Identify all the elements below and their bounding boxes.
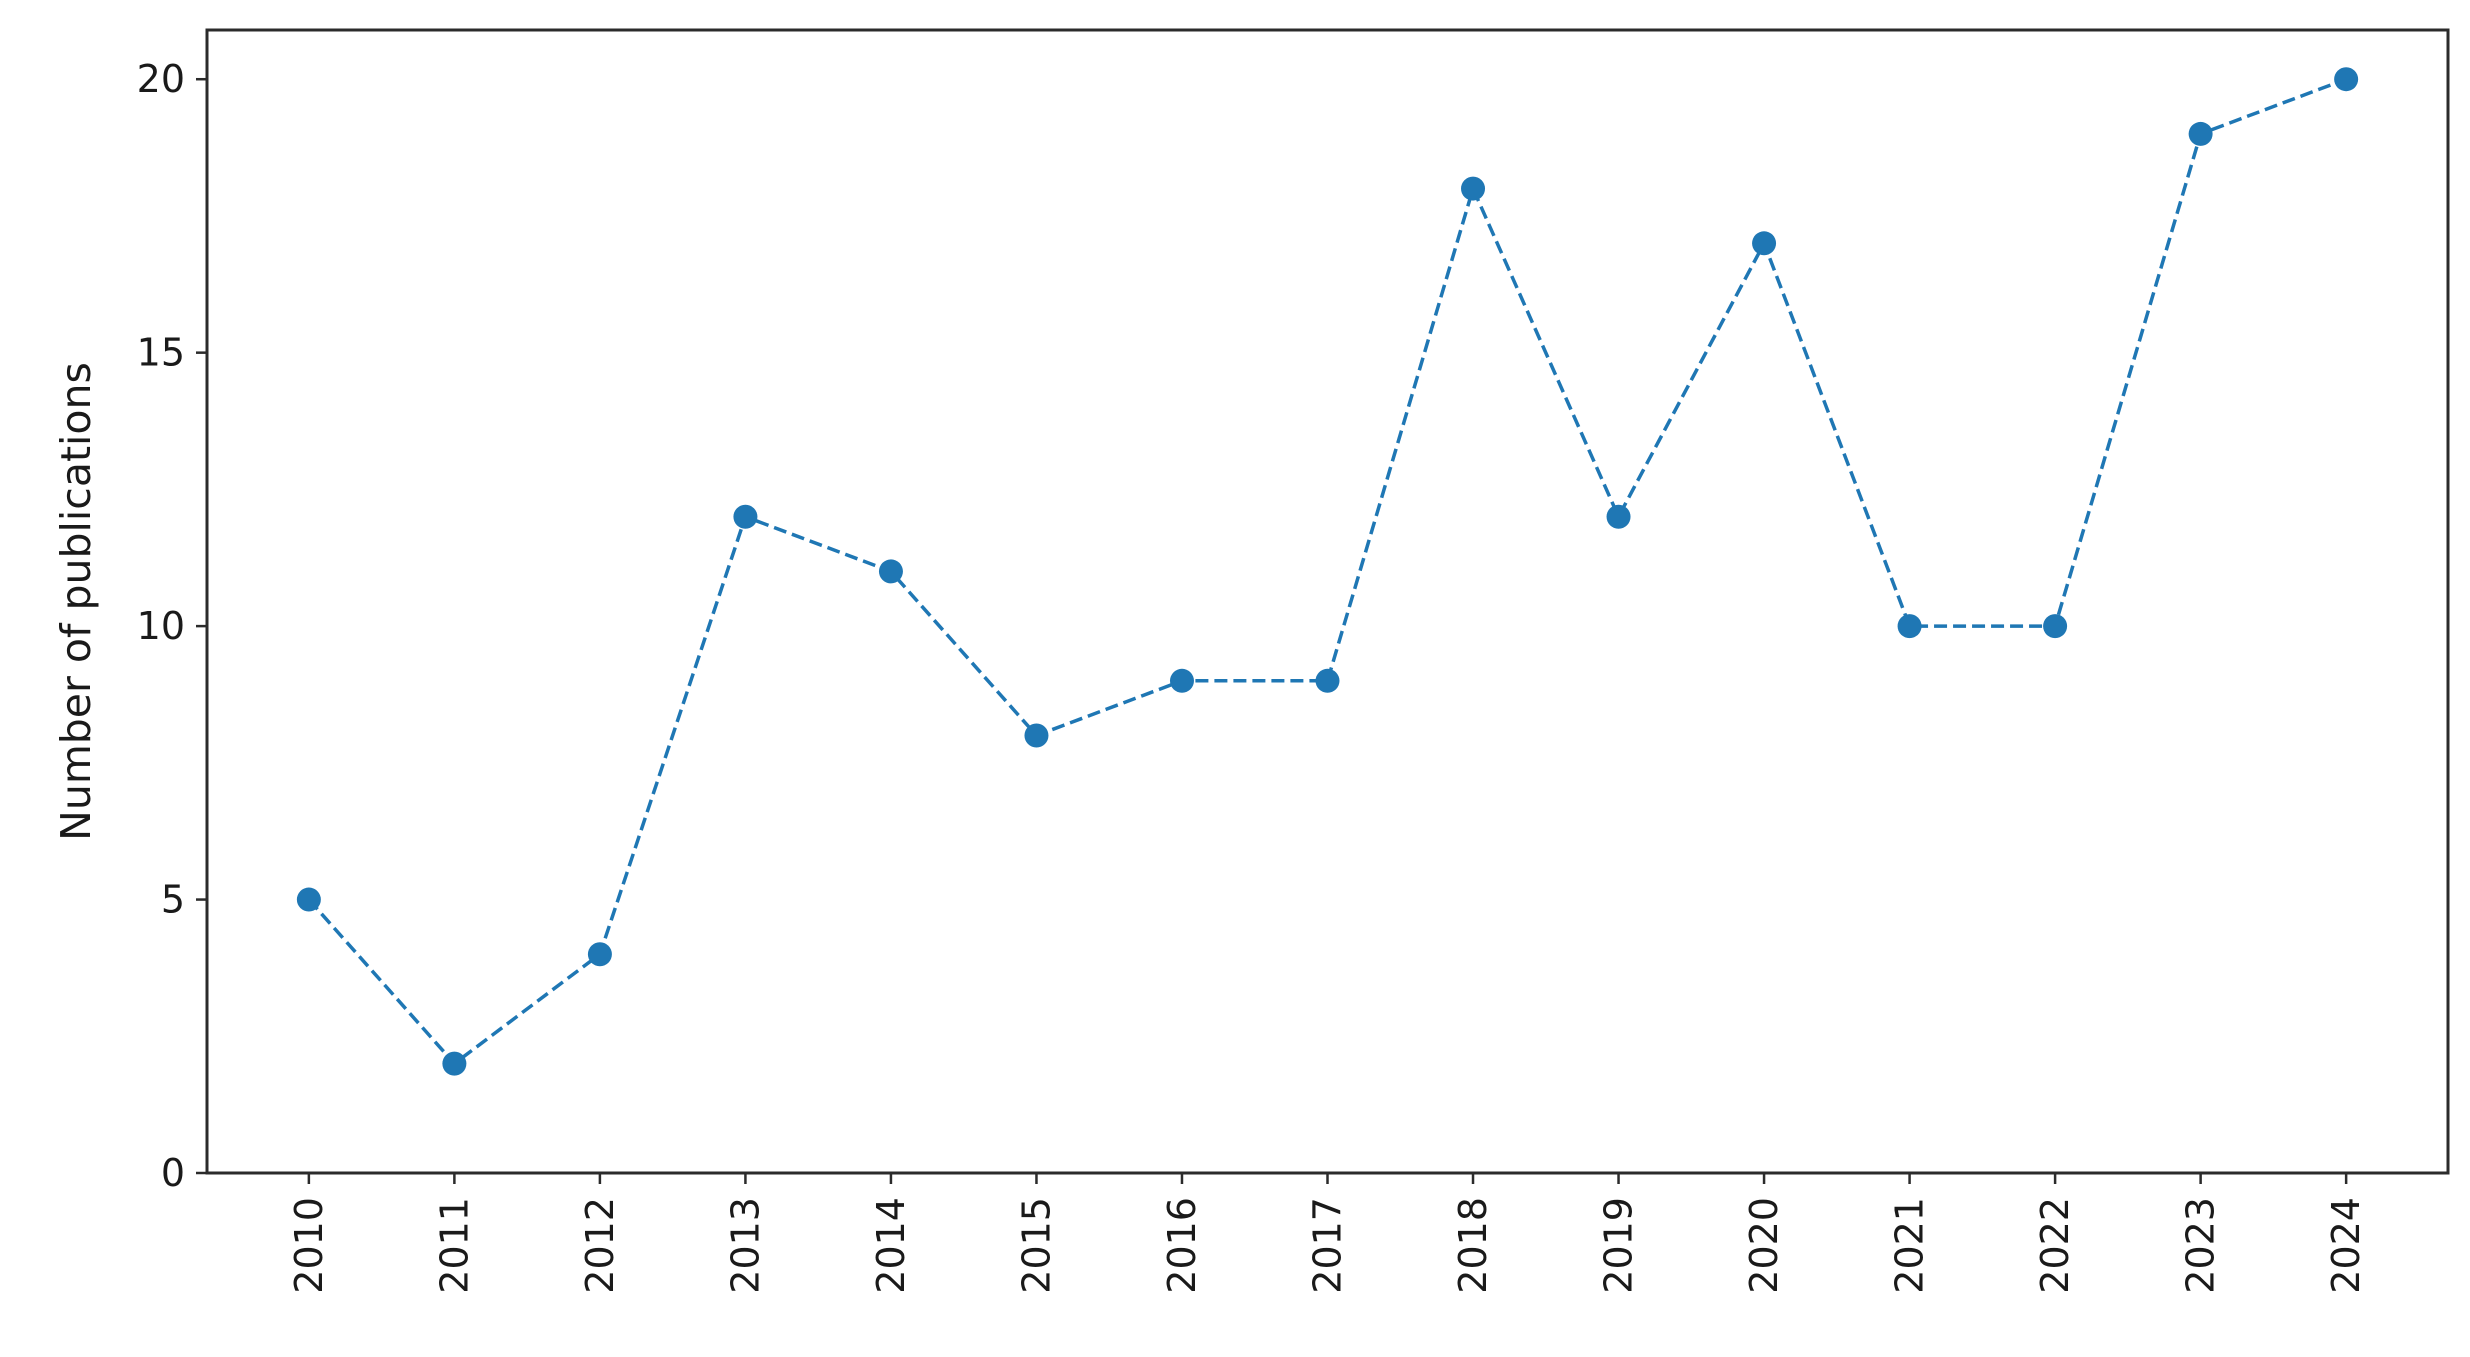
data-point-2014 (878, 559, 903, 584)
y-tick-label: 0 (161, 1151, 185, 1195)
data-point-2015 (1024, 723, 1049, 748)
plot-frame (205, 28, 2450, 1175)
x-tick-label: 2017 (1306, 1197, 1350, 1294)
x-tick-label: 2018 (1451, 1197, 1495, 1294)
data-point-2024 (2334, 67, 2359, 92)
data-point-2012 (587, 942, 612, 967)
y-axis: 0 5 10 15 20 (137, 57, 207, 1195)
data-point-2010 (296, 887, 321, 912)
data-point-2023 (2188, 121, 2213, 146)
y-tick-label: 5 (161, 878, 185, 922)
data-point-2017 (1315, 668, 1340, 693)
x-tick-label: 2020 (1742, 1197, 1786, 1294)
x-tick-label: 2015 (1014, 1197, 1058, 1294)
y-tick-label: 15 (137, 331, 185, 375)
x-tick-label: 2016 (1160, 1197, 1204, 1294)
x-tick-label: 2013 (723, 1197, 767, 1294)
x-tick-label: 2022 (2033, 1197, 2077, 1294)
x-tick-label: 2023 (2179, 1197, 2223, 1294)
x-axis: 2010 2011 2012 2013 2014 2015 2016 2017 2018 2019… (287, 1173, 2368, 1294)
series-line (307, 77, 2347, 1066)
x-tick-label: 2012 (578, 1197, 622, 1294)
x-tick-label: 2021 (1888, 1197, 1932, 1294)
y-tick-label: 10 (137, 604, 185, 648)
data-point-2016 (1169, 668, 1194, 693)
x-tick-label: 2014 (869, 1197, 913, 1294)
y-axis-title: Number of publications (52, 362, 100, 841)
data-point-2022 (2043, 614, 2068, 639)
data-point-2011 (442, 1051, 467, 1076)
data-point-2021 (1897, 614, 1922, 639)
x-tick-label: 2024 (2324, 1197, 2368, 1294)
data-point-2013 (733, 504, 758, 529)
x-tick-label: 2010 (287, 1197, 331, 1294)
x-tick-label: 2011 (432, 1197, 476, 1294)
data-point-2018 (1461, 176, 1486, 201)
data-point-2019 (1606, 504, 1631, 529)
x-tick-label: 2019 (1597, 1197, 1641, 1294)
y-tick-label: 20 (137, 57, 185, 101)
data-point-2020 (1752, 231, 1777, 256)
data-points (296, 67, 2359, 1076)
